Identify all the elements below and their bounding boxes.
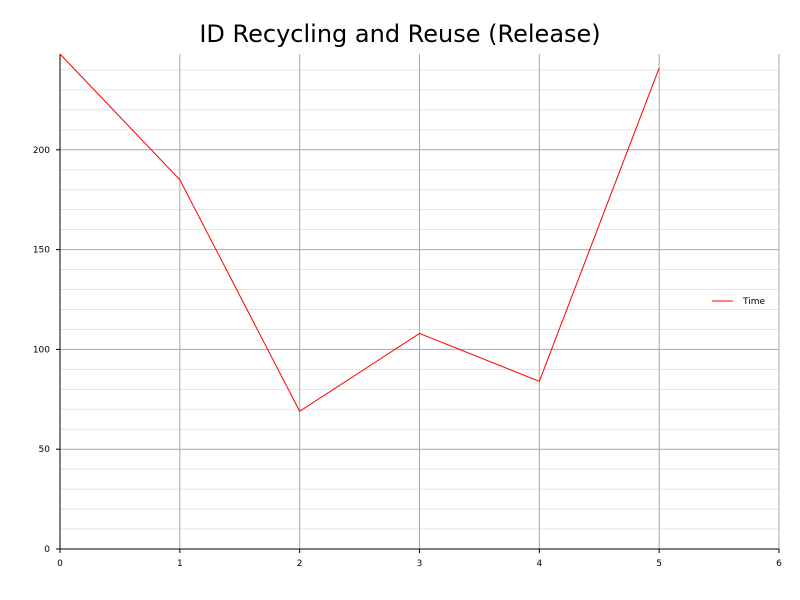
x-tick-label: 5 [656, 559, 662, 569]
y-tick-label: 200 [33, 146, 50, 156]
x-tick-label: 2 [297, 559, 303, 569]
legend-label: Time [742, 297, 765, 307]
x-tick-label: 3 [417, 559, 423, 569]
y-tick-label: 100 [33, 345, 50, 355]
x-tick-label: 4 [536, 559, 542, 569]
x-tick-label: 6 [776, 559, 782, 569]
y-tick-label: 0 [44, 545, 50, 555]
x-tick-label: 1 [177, 559, 183, 569]
y-tick-label: 50 [39, 445, 51, 455]
series-line [59, 53, 660, 412]
chart-title: ID Recycling and Reuse (Release) [199, 20, 601, 48]
x-tick-label: 0 [57, 559, 63, 569]
y-tick-label: 150 [33, 246, 50, 256]
